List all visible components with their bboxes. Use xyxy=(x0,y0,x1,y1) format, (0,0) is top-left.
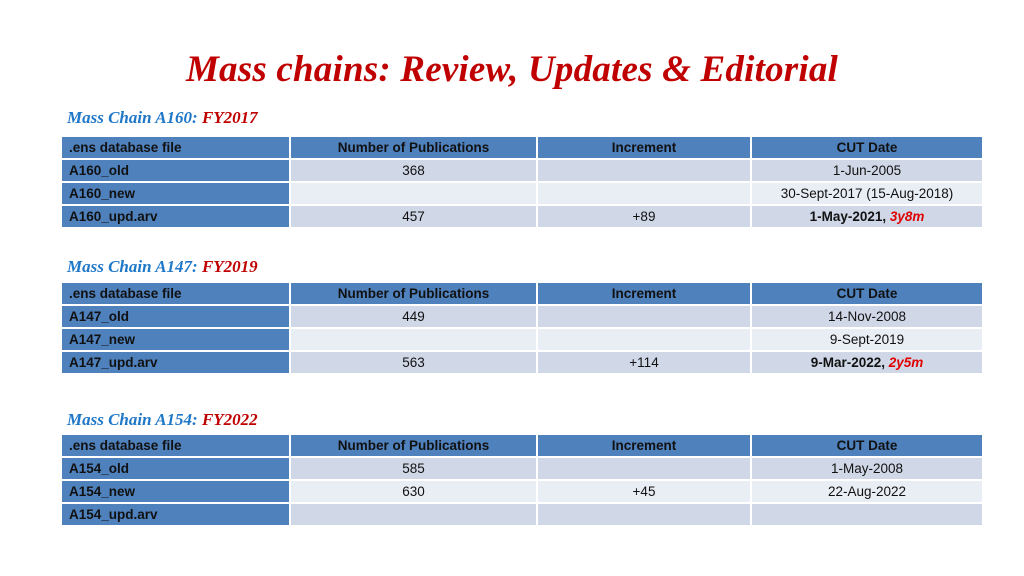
table-row: A154_new 630 +45 22-Aug-2022 xyxy=(60,479,984,504)
table-row: A154_old 585 1-May-2008 xyxy=(60,456,984,481)
cut-date-cell: 1-Jun-2005 xyxy=(750,158,984,183)
table-header-row: .ens database file Number of Publication… xyxy=(60,281,984,306)
increment-cell: +45 xyxy=(536,479,752,504)
column-header-increment: Increment xyxy=(536,135,752,160)
cut-date-cell: 9-Sept-2019 xyxy=(750,327,984,352)
cut-date-cell: 30-Sept-2017 (15-Aug-2018) xyxy=(750,181,984,206)
file-cell: A147_new xyxy=(60,327,291,352)
file-cell: A154_old xyxy=(60,456,291,481)
column-header-publications: Number of Publications xyxy=(289,433,538,458)
increment-cell xyxy=(536,502,752,527)
cut-date-text: 1-May-2021, xyxy=(809,209,890,224)
fiscal-year: FY2019 xyxy=(201,257,258,276)
table-header-row: .ens database file Number of Publication… xyxy=(60,433,984,458)
duration-badge: 3y8m xyxy=(889,209,925,224)
column-header-file: .ens database file xyxy=(60,135,291,160)
column-header-publications: Number of Publications xyxy=(289,281,538,306)
duration-badge: 2y5m xyxy=(888,355,924,370)
table-row: A147_old 449 14-Nov-2008 xyxy=(60,304,984,329)
increment-cell xyxy=(536,181,752,206)
column-header-cut-date: CUT Date xyxy=(750,433,984,458)
column-header-file: .ens database file xyxy=(60,433,291,458)
file-cell: A154_upd.arv xyxy=(60,502,291,527)
publications-cell: 449 xyxy=(289,304,538,329)
column-header-file: .ens database file xyxy=(60,281,291,306)
section-label-prefix: Mass Chain A160: xyxy=(67,108,202,127)
section-label-a147: Mass Chain A147: FY2019 xyxy=(67,257,258,277)
table-row: A160_old 368 1-Jun-2005 xyxy=(60,158,984,183)
file-cell: A147_old xyxy=(60,304,291,329)
cut-date-cell: 1-May-2008 xyxy=(750,456,984,481)
increment-cell: +114 xyxy=(536,350,752,375)
publications-cell: 368 xyxy=(289,158,538,183)
table-a154: .ens database file Number of Publication… xyxy=(60,433,984,527)
increment-cell xyxy=(536,158,752,183)
column-header-increment: Increment xyxy=(536,433,752,458)
column-header-increment: Increment xyxy=(536,281,752,306)
cut-date-text: 9-Mar-2022, xyxy=(810,355,889,370)
table-row: A160_new 30-Sept-2017 (15-Aug-2018) xyxy=(60,181,984,206)
increment-cell xyxy=(536,304,752,329)
cut-date-cell: 22-Aug-2022 xyxy=(750,479,984,504)
cut-date-cell xyxy=(750,502,984,527)
increment-cell xyxy=(536,456,752,481)
fiscal-year: FY2017 xyxy=(201,108,258,127)
fiscal-year: FY2022 xyxy=(201,410,258,429)
table-row: A160_upd.arv 457 +89 1-May-2021, 3y8m xyxy=(60,204,984,229)
table-row: A147_upd.arv 563 +114 9-Mar-2022, 2y5m xyxy=(60,350,984,375)
publications-cell: 630 xyxy=(289,479,538,504)
section-label-a154: Mass Chain A154: FY2022 xyxy=(67,410,258,430)
section-label-prefix: Mass Chain A147: xyxy=(67,257,202,276)
file-cell: A154_new xyxy=(60,479,291,504)
publications-cell: 585 xyxy=(289,456,538,481)
cut-date-cell: 9-Mar-2022, 2y5m xyxy=(750,350,984,375)
column-header-publications: Number of Publications xyxy=(289,135,538,160)
cut-date-cell: 14-Nov-2008 xyxy=(750,304,984,329)
file-cell: A160_upd.arv xyxy=(60,204,291,229)
increment-cell xyxy=(536,327,752,352)
section-label-a160: Mass Chain A160: FY2017 xyxy=(67,108,258,128)
table-header-row: .ens database file Number of Publication… xyxy=(60,135,984,160)
column-header-cut-date: CUT Date xyxy=(750,281,984,306)
file-cell: A147_upd.arv xyxy=(60,350,291,375)
column-header-cut-date: CUT Date xyxy=(750,135,984,160)
table-a160: .ens database file Number of Publication… xyxy=(60,135,984,229)
publications-cell xyxy=(289,502,538,527)
slide-title: Mass chains: Review, Updates & Editorial xyxy=(185,49,839,90)
cut-date-cell: 1-May-2021, 3y8m xyxy=(750,204,984,229)
file-cell: A160_new xyxy=(60,181,291,206)
publications-cell: 457 xyxy=(289,204,538,229)
section-label-prefix: Mass Chain A154: xyxy=(67,410,202,429)
file-cell: A160_old xyxy=(60,158,291,183)
increment-cell: +89 xyxy=(536,204,752,229)
table-row: A147_new 9-Sept-2019 xyxy=(60,327,984,352)
publications-cell: 563 xyxy=(289,350,538,375)
publications-cell xyxy=(289,181,538,206)
table-row: A154_upd.arv xyxy=(60,502,984,527)
publications-cell xyxy=(289,327,538,352)
table-a147: .ens database file Number of Publication… xyxy=(60,281,984,375)
